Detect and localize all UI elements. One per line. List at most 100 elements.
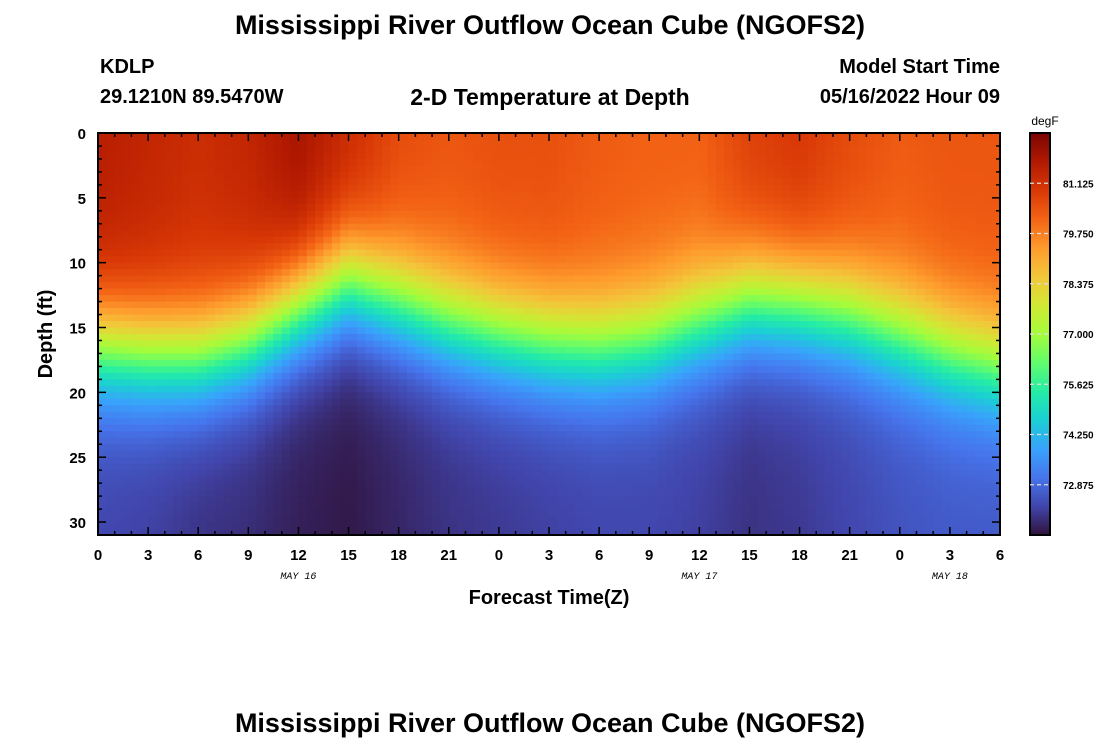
heatmap-cell — [849, 152, 859, 160]
heatmap-cell — [657, 301, 667, 309]
heatmap-cell — [699, 353, 709, 361]
heatmap-cell — [549, 133, 558, 141]
heatmap-cell — [924, 145, 934, 154]
heatmap-cell — [816, 165, 826, 173]
heatmap-cell — [356, 372, 366, 380]
heatmap-cell — [290, 165, 300, 173]
heatmap-cell — [114, 184, 124, 192]
heatmap-cell — [607, 236, 617, 244]
heatmap-cell — [214, 346, 224, 355]
heatmap-cell — [123, 223, 133, 231]
heatmap-cell — [106, 197, 116, 205]
heatmap-cell — [532, 223, 542, 231]
heatmap-cell — [465, 334, 475, 342]
heatmap-cell — [265, 223, 274, 231]
heatmap-cell — [615, 184, 625, 192]
heatmap-cell — [239, 158, 249, 167]
heatmap-cell — [457, 359, 467, 368]
heatmap-cell — [557, 230, 567, 238]
heatmap-cell — [741, 210, 751, 218]
heatmap-cell — [649, 314, 659, 322]
heatmap-cell — [256, 178, 266, 186]
heatmap-cell — [632, 288, 642, 296]
heatmap-cell — [991, 230, 1001, 238]
heatmap-cell — [699, 308, 709, 316]
heatmap-cell — [682, 353, 692, 361]
heatmap-cell — [390, 398, 400, 406]
heatmap-cell — [265, 372, 274, 380]
heatmap-cell — [490, 230, 500, 238]
heatmap-cell — [156, 340, 166, 348]
heatmap-cell — [523, 385, 533, 393]
heatmap-cell — [290, 171, 300, 179]
heatmap-cell — [164, 178, 174, 186]
heatmap-cell — [582, 210, 592, 218]
heatmap-cell — [565, 184, 575, 192]
heatmap-cell — [164, 256, 174, 264]
heatmap-cell — [532, 366, 542, 374]
heatmap-cell — [381, 372, 391, 380]
heatmap-cell — [323, 366, 333, 374]
heatmap-cell — [858, 314, 867, 322]
heatmap-cell — [933, 262, 943, 270]
heatmap-cell — [306, 204, 316, 212]
heatmap-cell — [482, 275, 492, 283]
heatmap-cell — [690, 308, 700, 316]
heatmap-cell — [507, 398, 517, 406]
heatmap-cell — [724, 171, 734, 179]
heatmap-cell — [774, 243, 784, 251]
heatmap-cell — [699, 398, 709, 406]
heatmap-cell — [98, 372, 107, 380]
heatmap-cell — [983, 295, 993, 303]
heatmap-cell — [974, 178, 984, 186]
heatmap-cell — [532, 256, 542, 264]
heatmap-cell — [682, 321, 692, 329]
heatmap-cell — [423, 256, 433, 264]
heatmap-cell — [799, 236, 809, 244]
heatmap-cell — [181, 210, 191, 218]
heatmap-cell — [649, 301, 659, 309]
heatmap-cell — [782, 158, 792, 167]
heatmap-cell — [423, 359, 433, 368]
heatmap-cell — [523, 282, 533, 290]
heatmap-cell — [206, 359, 216, 368]
heatmap-cell — [974, 184, 984, 192]
heatmap-cell — [574, 379, 584, 387]
heatmap-cell — [933, 385, 943, 393]
heatmap-cell — [482, 249, 492, 257]
heatmap-cell — [340, 308, 350, 316]
heatmap-cell — [665, 191, 675, 199]
heatmap-cell — [707, 256, 717, 264]
heatmap-cell — [139, 327, 149, 335]
heatmap-cell — [640, 295, 650, 303]
heatmap-cell — [373, 152, 383, 160]
heatmap-cell — [615, 197, 625, 205]
heatmap-cell — [924, 223, 934, 231]
heatmap-cell — [340, 191, 350, 199]
heatmap-cell — [273, 197, 283, 205]
heatmap-cell — [640, 139, 650, 147]
heatmap-cell — [490, 223, 500, 231]
heatmap-cell — [716, 145, 725, 154]
heatmap-cell — [398, 385, 408, 393]
heatmap-cell — [356, 275, 366, 283]
heatmap-cell — [807, 321, 817, 329]
heatmap-cell — [866, 398, 876, 406]
heatmap-cell — [206, 139, 216, 147]
heatmap-cell — [657, 249, 667, 257]
heatmap-cell — [223, 385, 233, 393]
heatmap-cell — [482, 262, 492, 270]
heatmap-cell — [824, 197, 834, 205]
heatmap-cell — [615, 236, 625, 244]
heatmap-cell — [724, 223, 734, 231]
heatmap-cell — [883, 359, 893, 368]
heatmap-cell — [690, 165, 700, 173]
heatmap-cell — [933, 405, 943, 413]
heatmap-cell — [866, 139, 876, 147]
heatmap-cell — [306, 411, 316, 419]
heatmap-cell — [156, 152, 166, 160]
heatmap-cell — [231, 379, 241, 387]
heatmap-cell — [565, 424, 575, 432]
heatmap-cell — [941, 327, 951, 335]
heatmap-cell — [991, 256, 1001, 264]
